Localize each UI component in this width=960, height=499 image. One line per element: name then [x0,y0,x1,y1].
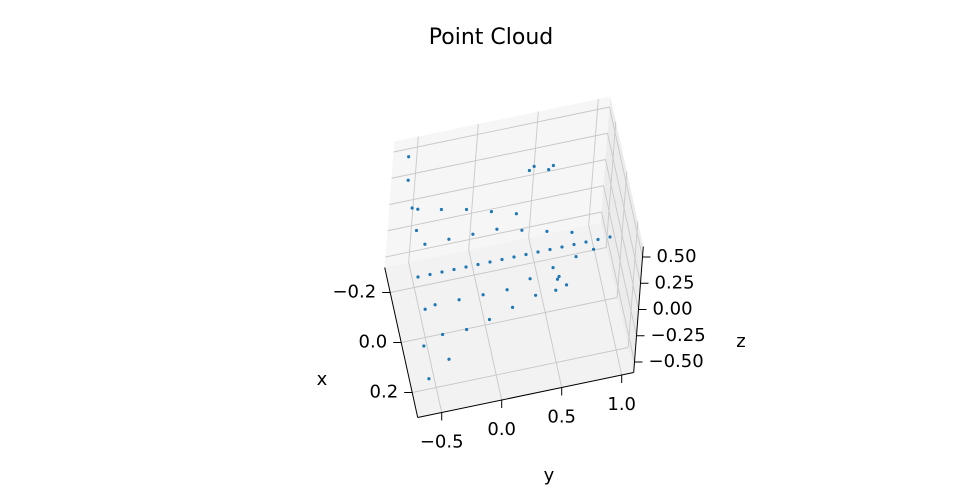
point [551,163,556,168]
point [532,164,536,168]
point [572,242,576,247]
point [505,288,509,292]
point [500,257,504,262]
point [406,178,410,182]
z-axis-label: z [736,331,745,352]
point [410,206,414,210]
point [547,168,551,172]
point [416,275,420,279]
point [447,357,451,361]
y-tick-label: −0.5 [420,432,464,453]
point [584,240,588,244]
point [514,212,518,216]
point [591,247,596,251]
grid-line [412,347,629,393]
point [407,155,411,159]
point [416,207,420,211]
point [423,307,427,311]
point [423,242,427,246]
y-tick-label: 0.0 [487,419,516,440]
point [548,247,552,252]
grid-line [391,132,608,179]
point [574,255,578,259]
grid-line [401,297,618,343]
grid-line [528,237,563,388]
point [422,344,426,348]
point [452,267,456,272]
grid-line [389,159,606,205]
point [554,288,558,292]
point [551,266,555,270]
point [457,298,461,302]
point [489,210,494,214]
grid-line [408,262,443,413]
grid-line [385,211,602,258]
x-axis-label: x [317,369,328,390]
point [534,293,538,297]
z-tick-label: 0.50 [657,246,697,267]
point [428,272,432,277]
point [465,327,469,332]
point [512,255,516,259]
y-tick-label: 0.5 [547,407,576,428]
grid-line [605,159,639,310]
point [464,265,468,269]
point [481,293,485,297]
point [440,270,444,274]
point [487,317,492,322]
point [476,262,480,267]
point [524,252,528,257]
point [545,229,549,233]
grid-line [390,247,607,293]
point [596,237,600,242]
grid-line [609,106,643,258]
grid-line [601,211,635,363]
point [510,305,515,309]
x-tick-label: −0.2 [332,282,376,303]
point [433,303,437,307]
point [570,230,574,234]
point [464,207,469,212]
y-tick-label: 1.0 [607,394,636,415]
point [495,227,499,231]
z-tick-label: 0.25 [655,272,695,293]
grid-line [387,185,604,232]
point [520,228,524,232]
point [488,260,492,264]
point [557,274,561,279]
grid-line [603,185,637,336]
grid-line [468,249,503,401]
point [447,237,451,241]
grid-line [607,133,641,284]
point [414,228,419,233]
z-tick-label: 0.00 [653,299,693,320]
grid-line [393,106,610,153]
point [441,332,445,337]
point [471,232,475,236]
point [527,168,532,173]
point [528,277,532,281]
y-axis [417,372,634,418]
z-tick-label: −0.50 [649,351,704,372]
point [427,377,431,381]
point [536,250,540,254]
y-axis-label: y [544,465,555,486]
point [608,235,612,239]
point [555,277,560,281]
chart-title: Point Cloud [429,25,553,50]
point [564,283,569,287]
x-tick-label: 0.0 [359,332,388,353]
point [439,207,443,212]
z-tick-label: −0.25 [651,325,706,346]
point [560,245,564,249]
x-tick-label: 0.2 [370,382,399,403]
